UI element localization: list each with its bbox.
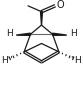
Text: H: H: [70, 29, 77, 38]
Text: ''H: ''H: [70, 56, 82, 65]
Polygon shape: [41, 12, 42, 25]
Text: H'': H'': [1, 56, 13, 65]
Text: O: O: [57, 0, 64, 10]
Polygon shape: [53, 33, 67, 35]
Polygon shape: [16, 33, 30, 35]
Text: H: H: [6, 29, 13, 38]
